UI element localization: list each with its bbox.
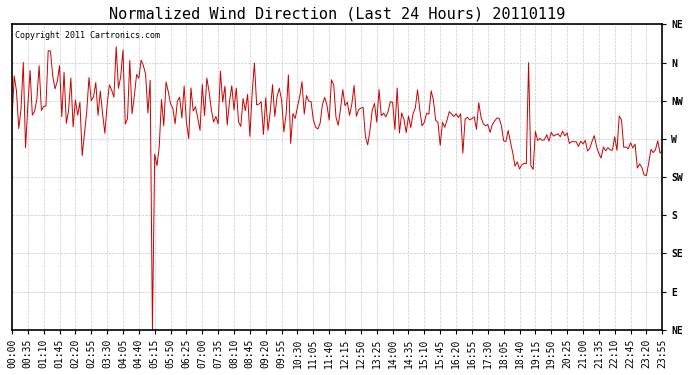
Title: Normalized Wind Direction (Last 24 Hours) 20110119: Normalized Wind Direction (Last 24 Hours… (109, 7, 565, 22)
Text: Copyright 2011 Cartronics.com: Copyright 2011 Cartronics.com (15, 31, 160, 40)
